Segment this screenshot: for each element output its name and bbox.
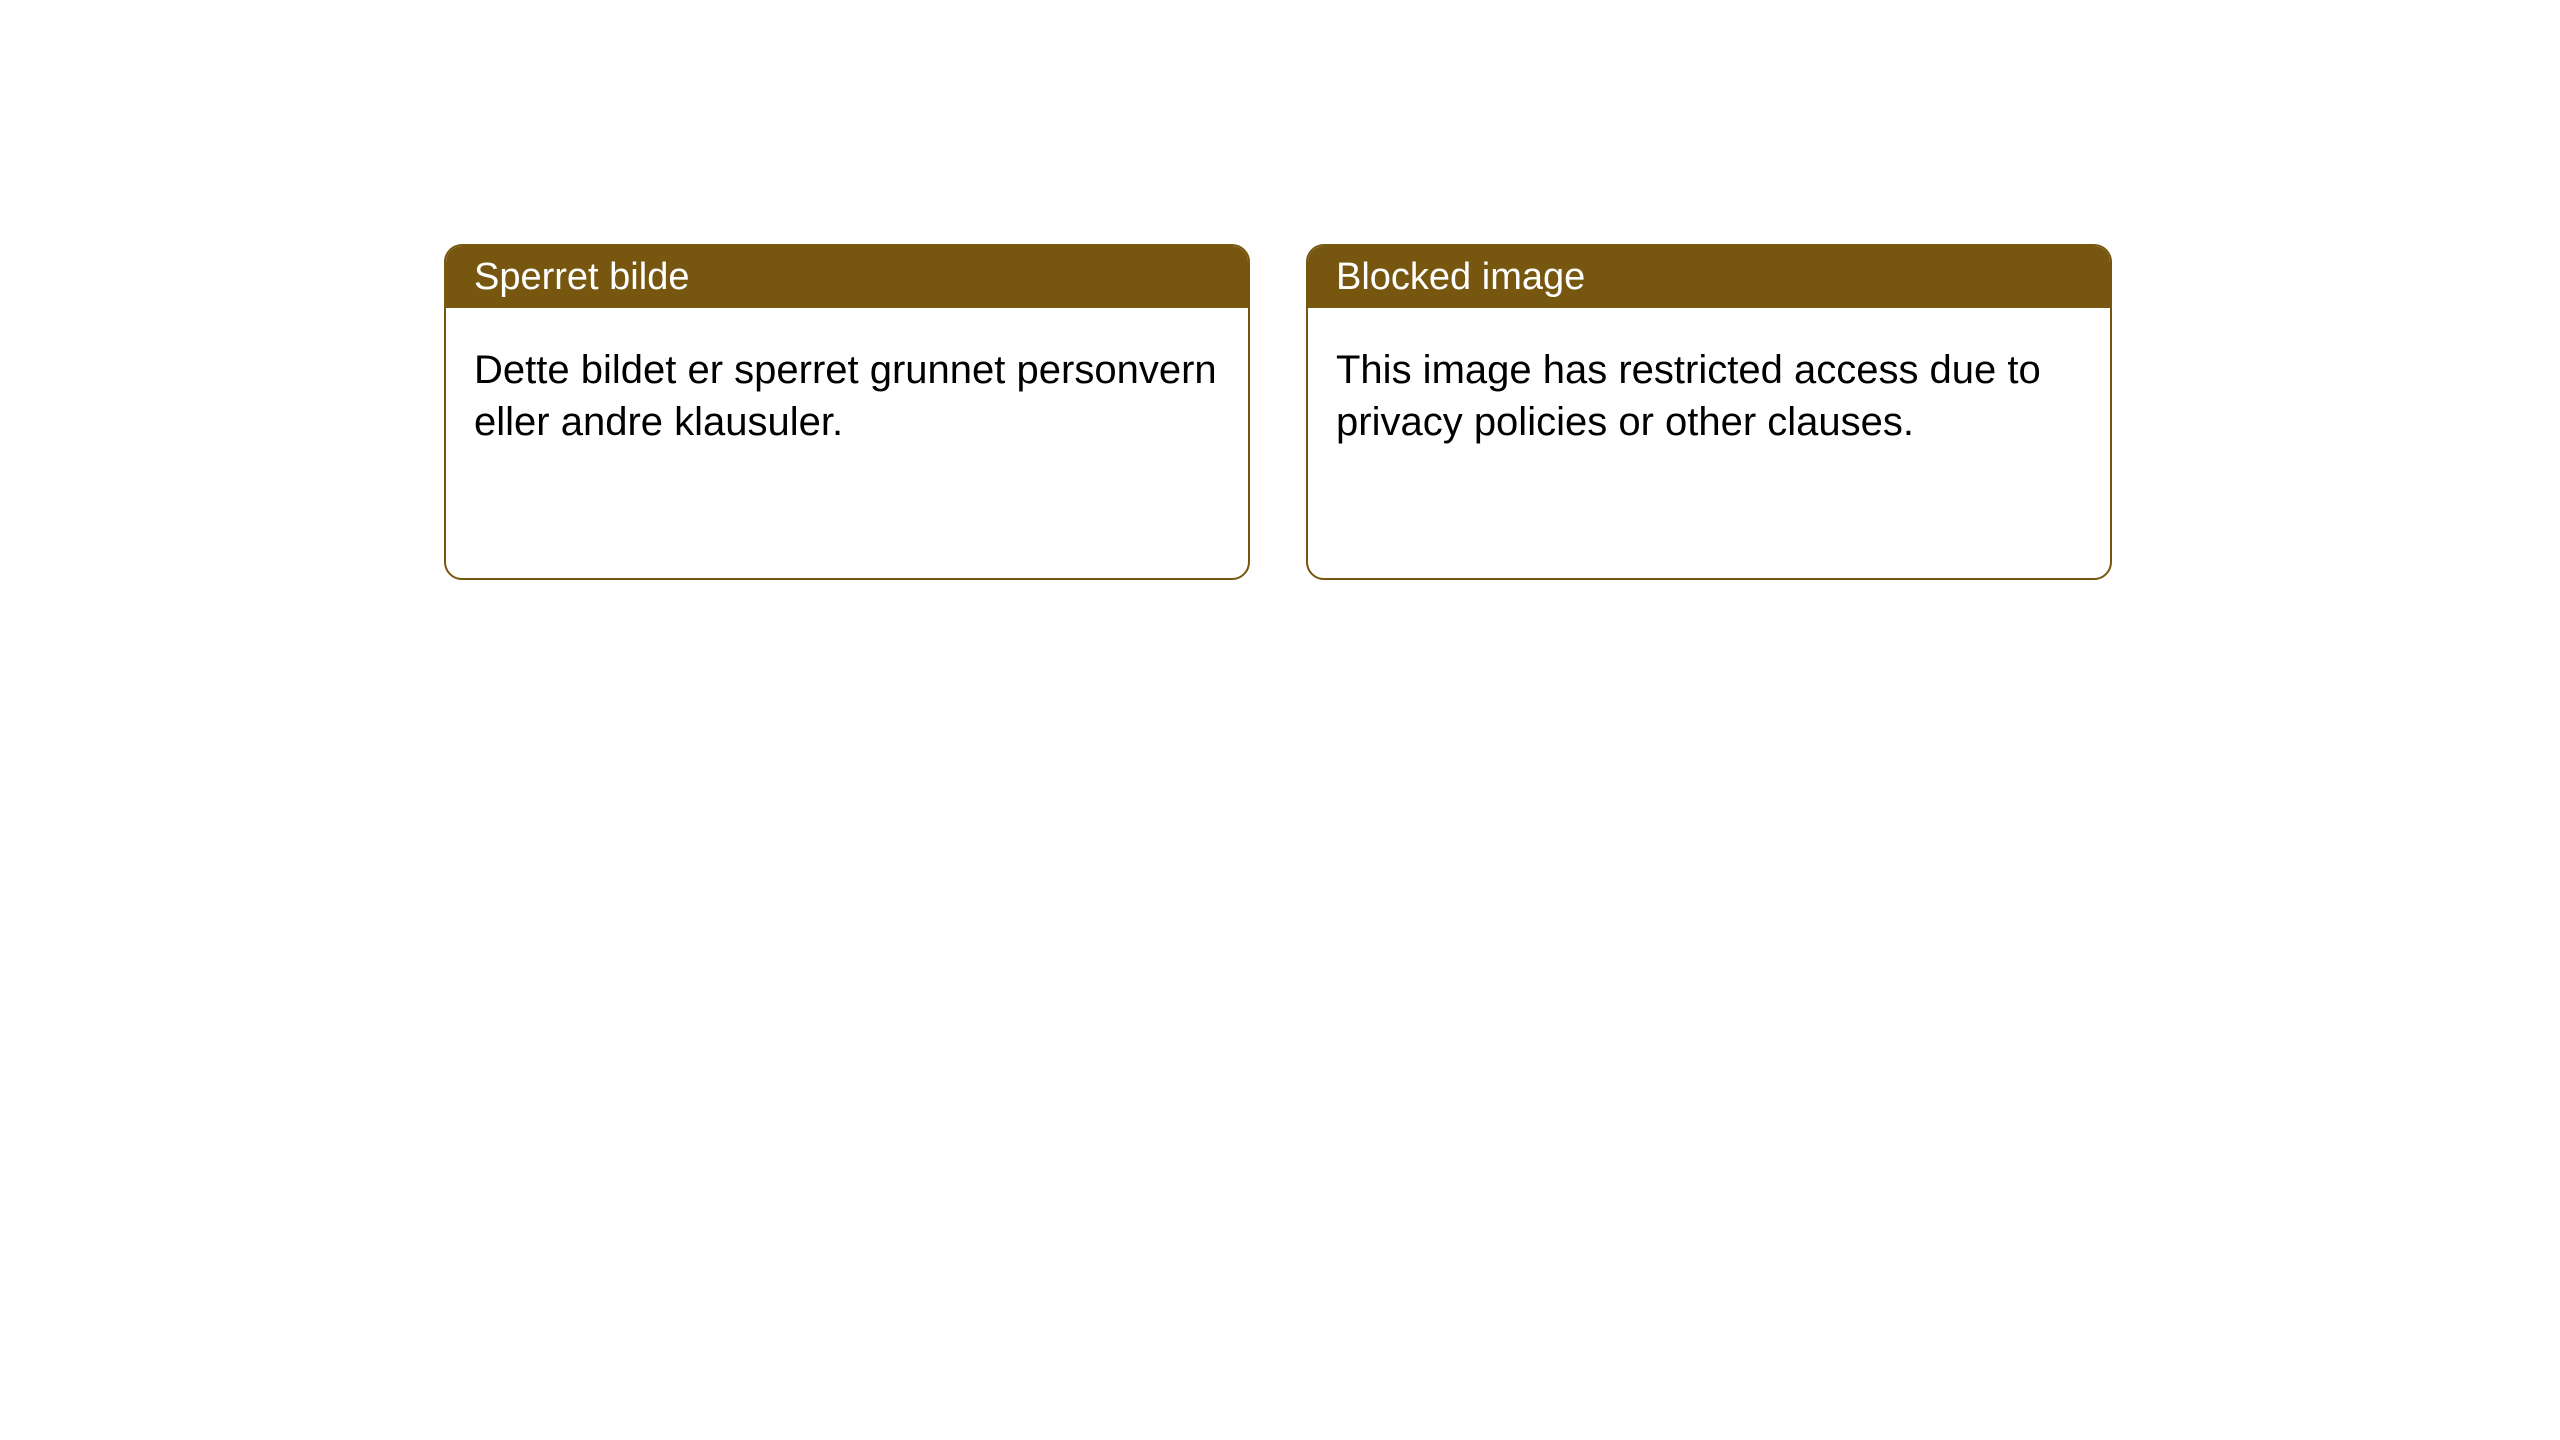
card-header-en: Blocked image xyxy=(1308,246,2110,308)
card-title-en: Blocked image xyxy=(1336,256,1585,299)
card-body-no: Dette bildet er sperret grunnet personve… xyxy=(446,308,1248,484)
card-message-en: This image has restricted access due to … xyxy=(1336,348,2041,444)
card-body-en: This image has restricted access due to … xyxy=(1308,308,2110,484)
blocked-image-card-no: Sperret bilde Dette bildet er sperret gr… xyxy=(444,244,1250,580)
blocked-image-card-en: Blocked image This image has restricted … xyxy=(1306,244,2112,580)
card-message-no: Dette bildet er sperret grunnet personve… xyxy=(474,348,1217,444)
card-header-no: Sperret bilde xyxy=(446,246,1248,308)
card-title-no: Sperret bilde xyxy=(474,256,689,299)
notice-container: Sperret bilde Dette bildet er sperret gr… xyxy=(0,0,2560,580)
